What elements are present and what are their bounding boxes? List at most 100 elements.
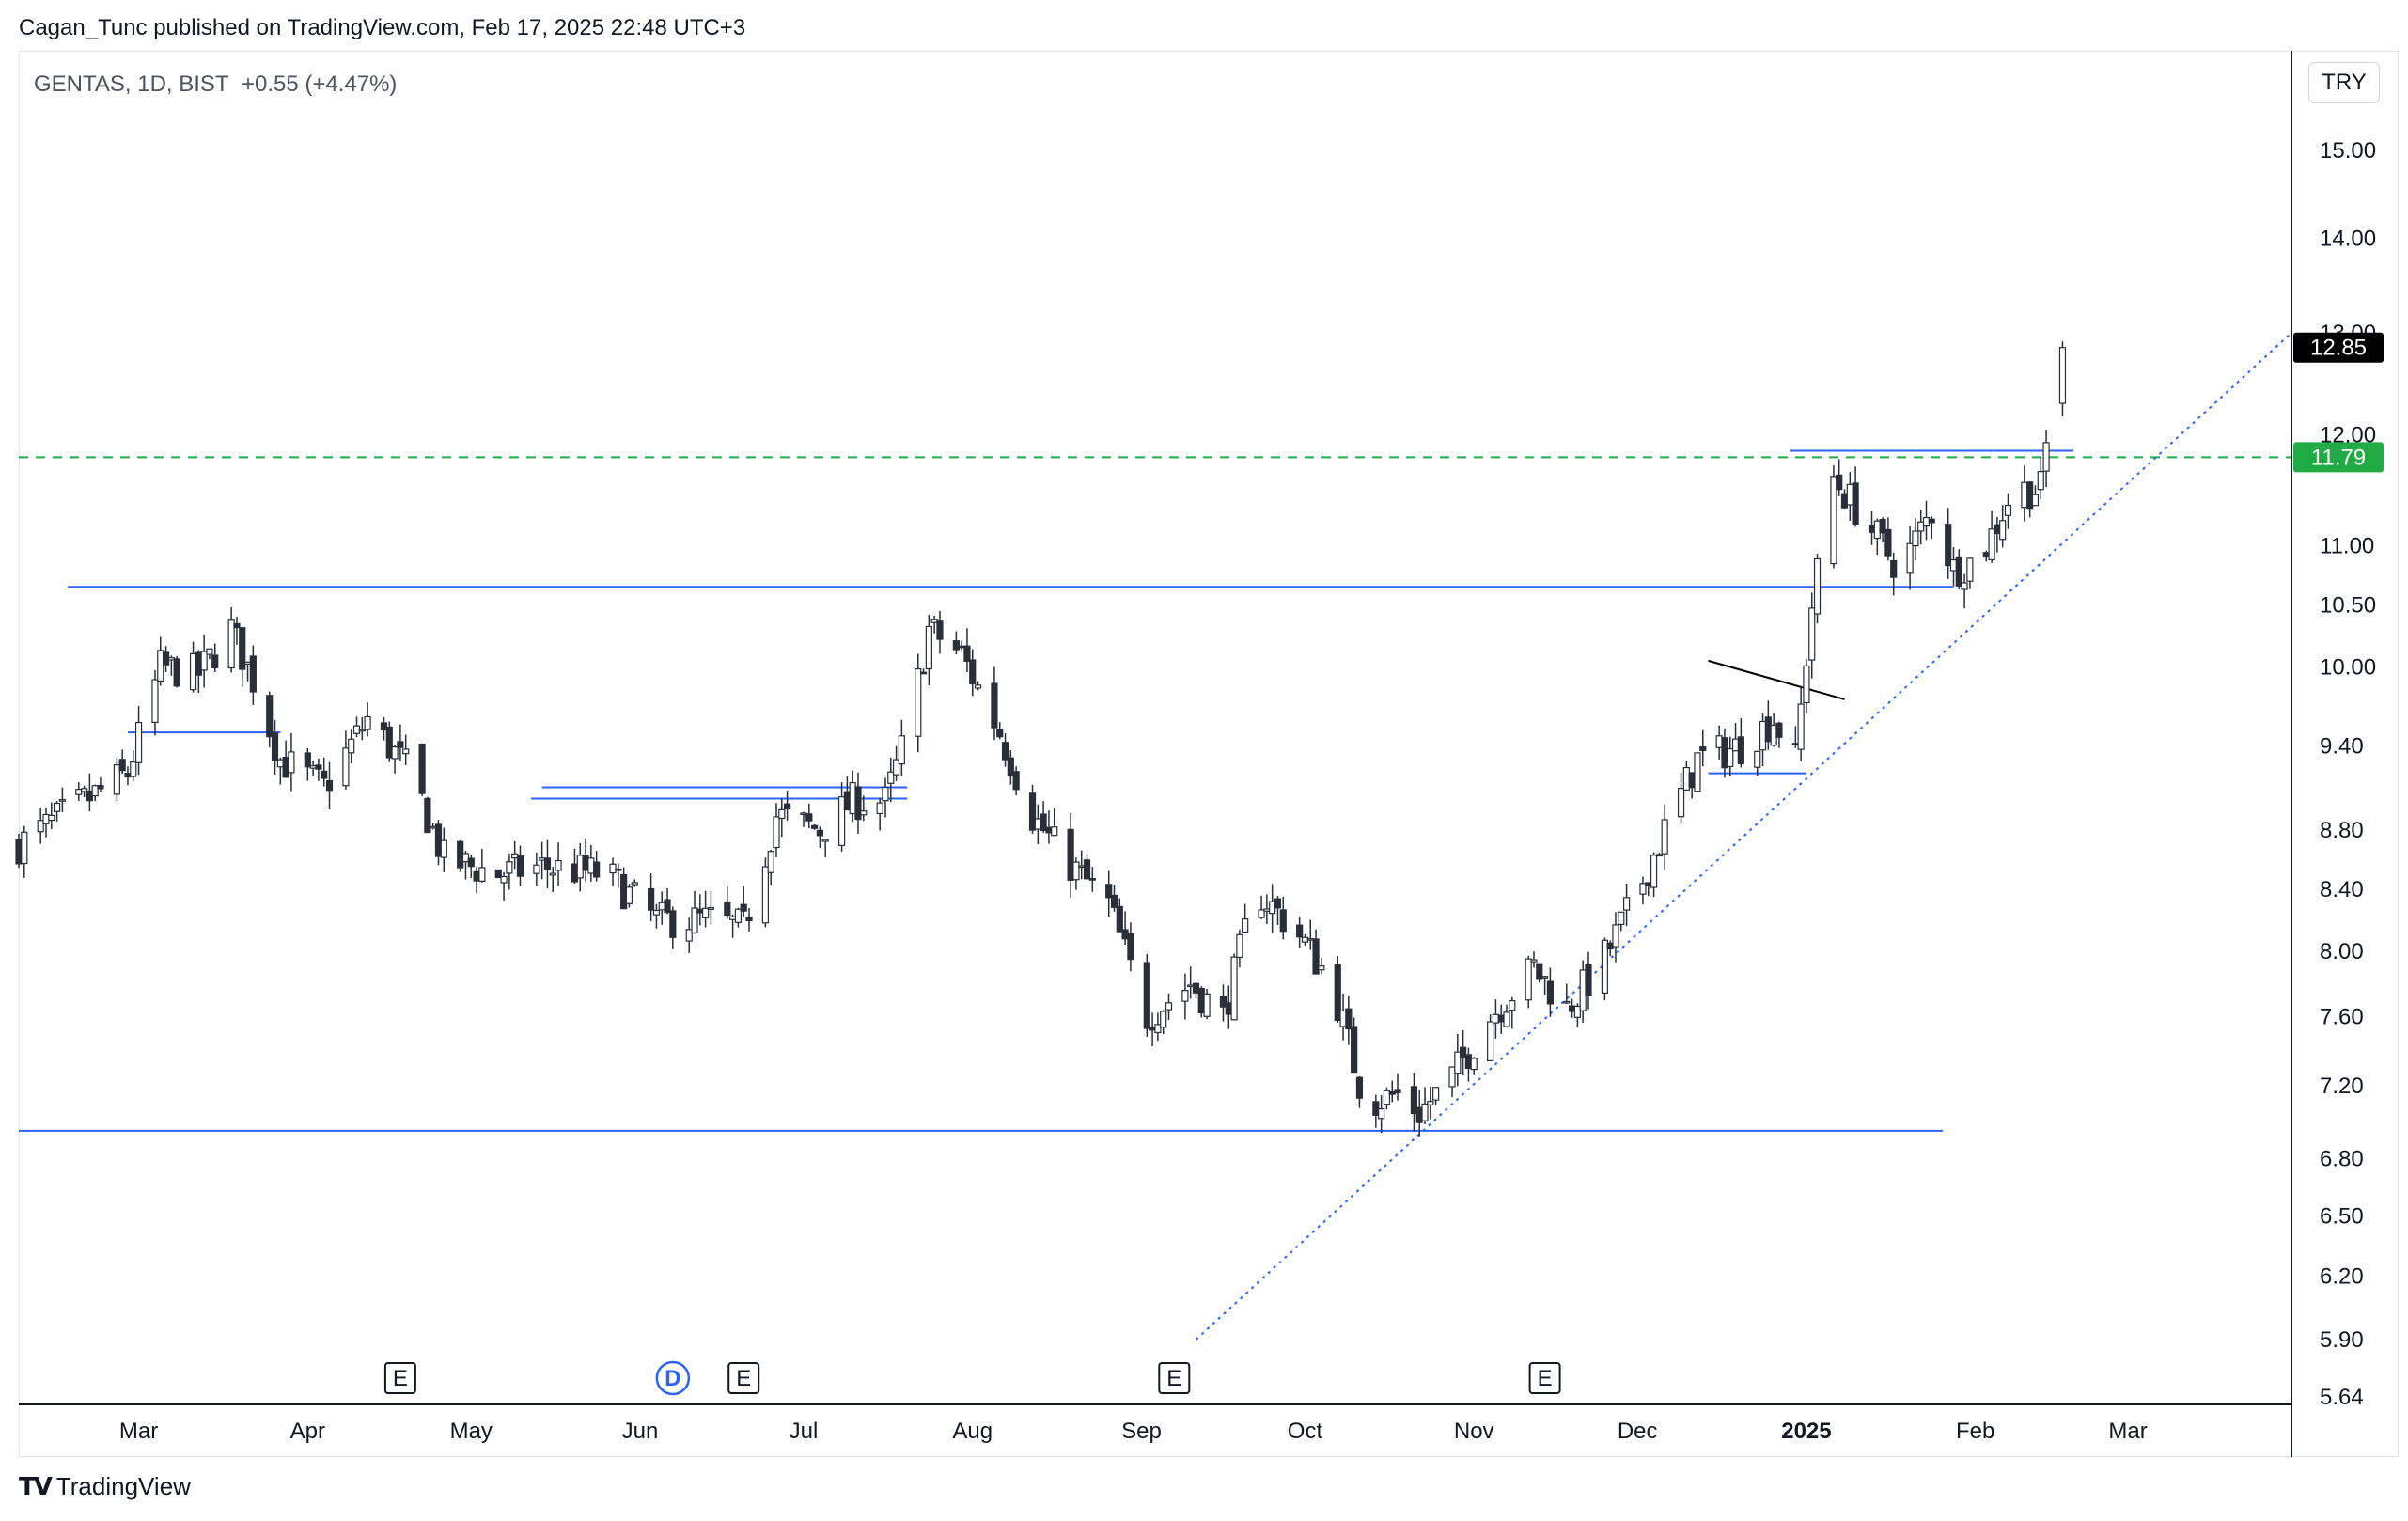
candle-body xyxy=(734,908,743,923)
brand-text: TradingView xyxy=(55,1472,191,1500)
candle-body xyxy=(1160,1011,1167,1028)
candle-body xyxy=(1230,956,1238,1021)
candle-body xyxy=(1797,703,1805,750)
candle-body xyxy=(652,909,661,916)
candle-body xyxy=(800,812,807,816)
candle-body xyxy=(1955,556,1962,587)
candle-body xyxy=(1149,1027,1156,1031)
candle-body xyxy=(1606,942,1614,949)
candle-body xyxy=(1372,1101,1380,1116)
time-axis[interactable]: Mar Apr May Jun Jul Aug Sep Oct Nov Dec 2025 Feb Mar xyxy=(119,1419,2148,1444)
candle-body xyxy=(424,797,431,834)
candle-body xyxy=(304,752,311,768)
candle-body xyxy=(309,765,317,769)
price-tick-label: 10.00 xyxy=(2320,655,2376,681)
candle-body xyxy=(249,655,257,693)
candle-body xyxy=(494,869,502,879)
candle-body xyxy=(1258,909,1265,918)
candle-body xyxy=(1143,962,1150,1029)
candle-body xyxy=(1067,828,1074,881)
candle-body xyxy=(1007,757,1014,776)
candle-body xyxy=(1622,897,1631,911)
candle-body xyxy=(810,824,819,829)
candle-body xyxy=(1994,524,2001,535)
candle-body xyxy=(1966,557,1974,582)
trend-line-solid xyxy=(1708,659,1845,700)
currency-button[interactable]: TRY xyxy=(2308,62,2380,103)
candle-body xyxy=(1088,878,1096,881)
candle-body xyxy=(1051,826,1058,837)
candle-body xyxy=(587,857,595,874)
price-axis[interactable]: 15.0014.0013.0012.0011.0010.5010.009.408… xyxy=(2320,138,2376,1410)
candle-body xyxy=(1279,909,1287,933)
candle-body xyxy=(124,773,132,778)
candle-body xyxy=(500,875,508,884)
candle-body xyxy=(1770,724,1777,746)
candle-body xyxy=(118,759,126,772)
candle-body xyxy=(740,903,747,912)
candle-body xyxy=(702,907,710,918)
candle-body xyxy=(1579,969,1587,1011)
candle-body xyxy=(533,864,540,874)
candle-body xyxy=(1110,894,1118,908)
candle-body xyxy=(1961,582,1968,590)
earnings-label: E xyxy=(1166,1366,1181,1391)
marked-level-badge: 11.79 xyxy=(2293,442,2384,473)
symbol-legend[interactable]: GENTAS, 1D, BIST +0.55 (+4.47%) xyxy=(34,71,397,98)
candle-body xyxy=(86,791,93,802)
candle-body xyxy=(1225,1002,1232,1015)
candle-body xyxy=(211,654,219,668)
candle-body xyxy=(816,829,823,837)
candle-body xyxy=(915,667,922,737)
candle-body xyxy=(549,872,556,876)
candle-body xyxy=(843,791,851,811)
time-tick-label: Nov xyxy=(1454,1419,1494,1444)
candle-body xyxy=(1487,1021,1494,1061)
candle-body xyxy=(539,857,546,861)
candle-body xyxy=(53,802,61,812)
candle-body xyxy=(1922,516,1931,527)
candle-body xyxy=(1127,933,1134,961)
candle-body xyxy=(1427,1101,1434,1105)
candle-body xyxy=(620,873,628,910)
price-tick-label: 8.80 xyxy=(2320,818,2364,843)
marked-level-badge-text: 11.79 xyxy=(2311,445,2366,470)
candle-body xyxy=(2058,347,2067,404)
candle-body xyxy=(1351,1026,1358,1074)
candle-body xyxy=(1383,1090,1391,1105)
candle-body xyxy=(773,816,780,849)
candle-body xyxy=(516,854,524,877)
candle-body xyxy=(1388,1090,1396,1095)
candle-body xyxy=(1105,884,1113,899)
candle-body xyxy=(1699,745,1707,752)
candle-body xyxy=(1432,1087,1440,1101)
footer-branding[interactable]: 𝗧𝗩 TradingView xyxy=(19,1472,191,1501)
candle-body xyxy=(1764,716,1772,743)
candle-body xyxy=(1187,984,1195,988)
candle-body xyxy=(473,870,480,882)
candle-body xyxy=(882,786,889,802)
candle-body xyxy=(1263,908,1271,912)
candle-body xyxy=(685,929,693,942)
candle-body xyxy=(729,916,737,920)
candle-body xyxy=(593,861,601,878)
price-tick-label: 5.64 xyxy=(2320,1385,2364,1410)
time-tick-label: Feb xyxy=(1956,1419,1994,1444)
time-tick-label: Oct xyxy=(1288,1419,1323,1444)
last-price-badge-text: 12.85 xyxy=(2310,336,2367,361)
price-tick-label: 7.60 xyxy=(2320,1005,2364,1030)
candle-body xyxy=(707,906,715,910)
candle-body xyxy=(963,645,971,662)
candle-body xyxy=(767,851,774,873)
candle-body xyxy=(571,863,579,883)
time-tick-label: Aug xyxy=(952,1419,993,1444)
candle-body xyxy=(849,781,856,815)
candle-body xyxy=(1650,855,1658,888)
time-tick-label: Jun xyxy=(622,1419,659,1444)
candle-body xyxy=(1034,818,1041,830)
candle-body xyxy=(1917,521,1925,532)
candle-body xyxy=(543,857,552,870)
candle-body xyxy=(1759,720,1767,751)
candle-body xyxy=(1203,993,1211,1017)
